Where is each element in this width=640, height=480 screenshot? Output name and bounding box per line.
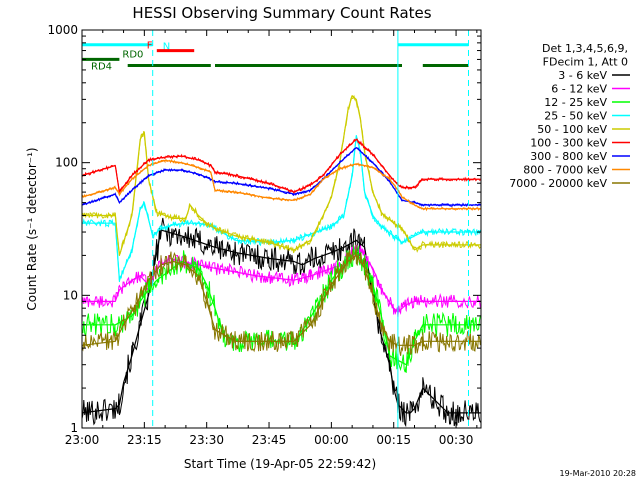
series-2 xyxy=(81,244,481,317)
series-7 xyxy=(81,147,481,208)
axes: 23:00 23:15 23:30 23:45 00:00 00:15 00:30 1 10 10… xyxy=(47,23,481,447)
x-tick-label: 00:00 xyxy=(314,433,349,447)
x-tick-label: 23:15 xyxy=(127,433,162,447)
legend-header: FDecim 1, Att 0 xyxy=(543,56,628,69)
legend-header: Det 1,3,4,5,6,9, xyxy=(542,42,628,55)
legend-label: 50 - 100 keV xyxy=(537,123,607,136)
series-4 xyxy=(81,135,481,283)
series-trace xyxy=(81,136,481,283)
legend-label: 12 - 25 keV xyxy=(544,96,607,109)
timestamp: 19-Mar-2010 20:28 xyxy=(560,469,637,478)
legend-label: 6 - 12 keV xyxy=(551,83,607,96)
series-line xyxy=(81,138,481,193)
y-tick-label: 1 xyxy=(70,421,78,435)
x-tick-label: 23:00 xyxy=(65,433,100,447)
flag-n: N xyxy=(82,42,469,53)
legend-label: 7000 - 20000 keV xyxy=(509,177,607,190)
x-tick-label: 00:15 xyxy=(376,433,411,447)
flag-rd0: RD0 xyxy=(82,49,143,61)
series-9 xyxy=(81,245,481,356)
y-tick-label: 1000 xyxy=(47,23,78,37)
x-tick-label: 00:30 xyxy=(439,433,474,447)
legend-label: 3 - 6 keV xyxy=(558,69,607,82)
legend-label: 25 - 50 keV xyxy=(544,110,607,123)
flag-label: RD4 xyxy=(91,62,112,73)
flag-rd4: RD4 xyxy=(91,62,469,73)
flag-bars: NF RD0 RD4 xyxy=(82,41,469,73)
series-6 xyxy=(81,138,481,195)
chart-title: HESSI Observing Summary Count Rates xyxy=(132,4,431,22)
series-5 xyxy=(81,94,481,256)
y-tick-label: 100 xyxy=(55,156,78,170)
x-tick-label: 23:30 xyxy=(189,433,224,447)
flag-label: N xyxy=(163,42,170,53)
legend-label: 800 - 7000 keV xyxy=(523,164,607,177)
y-axis-label: Count Rate (s⁻¹ detector⁻¹) xyxy=(25,147,39,310)
x-axis-label: Start Time (19-Apr-05 22:59:42) xyxy=(184,457,376,471)
series-trace xyxy=(81,147,481,208)
flag-f: F xyxy=(147,41,195,53)
legend-label: 100 - 300 keV xyxy=(530,137,607,150)
series-line xyxy=(81,159,481,210)
series-8 xyxy=(81,158,481,212)
series-trace xyxy=(81,94,481,254)
flag-label: RD0 xyxy=(122,49,143,60)
flag-label: F xyxy=(147,41,153,52)
plot-frame xyxy=(81,29,482,429)
series-trace xyxy=(81,245,481,356)
plot-data xyxy=(81,94,482,428)
x-tick-label: 23:45 xyxy=(252,433,287,447)
legend: Det 1,3,4,5,6,9,FDecim 1, Att 03 - 6 keV… xyxy=(509,42,630,190)
annotation-lines xyxy=(152,30,469,428)
y-tick-label: 10 xyxy=(63,288,78,302)
series-line xyxy=(81,147,481,206)
legend-label: 300 - 800 keV xyxy=(530,150,607,163)
series-trace xyxy=(81,138,481,195)
series-trace xyxy=(81,158,481,212)
